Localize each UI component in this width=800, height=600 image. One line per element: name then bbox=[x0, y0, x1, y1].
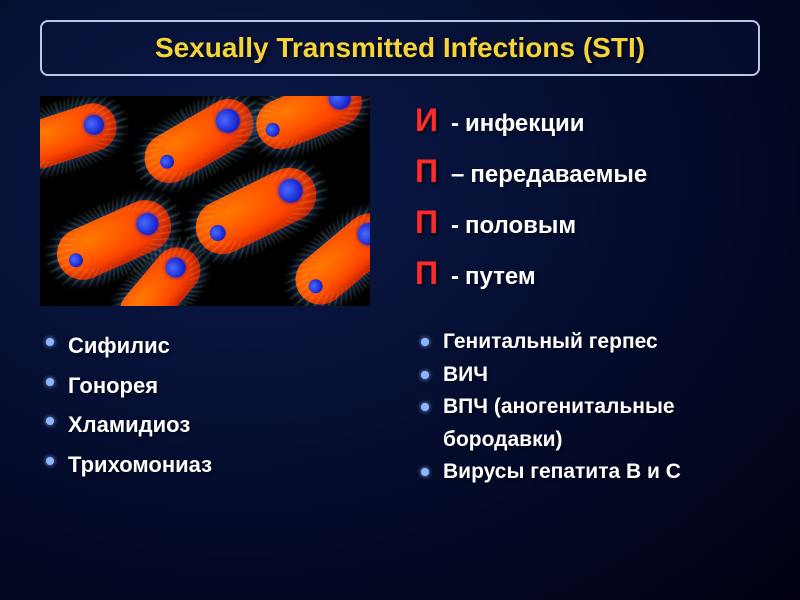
acronym-dash: - bbox=[451, 110, 459, 138]
left-list-column: СифилисГонореяХламидиозТрихомониаз bbox=[40, 326, 385, 489]
bacterium bbox=[135, 96, 262, 192]
acronym-letter: П bbox=[415, 153, 449, 190]
acronym-word: инфекции bbox=[465, 110, 585, 138]
list-item: Трихомониаз bbox=[46, 445, 385, 485]
bacteria-image bbox=[40, 96, 370, 306]
acronym-row: П-половым bbox=[415, 204, 760, 241]
acronym-letter: И bbox=[415, 102, 449, 139]
acronym-block: И-инфекцииП–передаваемыеП-половымП-путем bbox=[415, 96, 760, 306]
slide-title: Sexually Transmitted Infections (STI) bbox=[62, 32, 738, 64]
list-item: Генитальный герпес bbox=[421, 326, 760, 359]
acronym-word: половым bbox=[465, 212, 576, 240]
disease-list-left: СифилисГонореяХламидиозТрихомониаз bbox=[40, 326, 385, 484]
list-item: Вирусы гепатита В и С bbox=[421, 456, 760, 489]
bacterium bbox=[40, 97, 123, 175]
acronym-word: путем bbox=[465, 263, 536, 291]
acronym-word: передаваемые bbox=[470, 161, 647, 189]
bacterium bbox=[187, 159, 326, 264]
acronym-letter: П bbox=[415, 204, 449, 241]
title-box: Sexually Transmitted Infections (STI) bbox=[40, 20, 760, 76]
content-grid: И-инфекцииП–передаваемыеП-половымП-путем… bbox=[0, 76, 800, 489]
acronym-dash: - bbox=[451, 263, 459, 291]
list-item: Гонорея bbox=[46, 366, 385, 406]
right-list-column: Генитальный герпесВИЧВПЧ (аногенитальные… bbox=[415, 326, 760, 489]
acronym-row: П-путем bbox=[415, 255, 760, 292]
list-item: ВИЧ bbox=[421, 359, 760, 392]
disease-list-right: Генитальный герпесВИЧВПЧ (аногенитальные… bbox=[415, 326, 760, 489]
bacterium bbox=[249, 96, 370, 157]
list-item: ВПЧ (аногенитальные бородавки) bbox=[421, 391, 760, 456]
list-item: Сифилис bbox=[46, 326, 385, 366]
list-item: Хламидиоз bbox=[46, 405, 385, 445]
acronym-row: П–передаваемые bbox=[415, 153, 760, 190]
acronym-dash: – bbox=[451, 161, 464, 189]
acronym-row: И-инфекции bbox=[415, 102, 760, 139]
acronym-dash: - bbox=[451, 212, 459, 240]
acronym-letter: П bbox=[415, 255, 449, 292]
